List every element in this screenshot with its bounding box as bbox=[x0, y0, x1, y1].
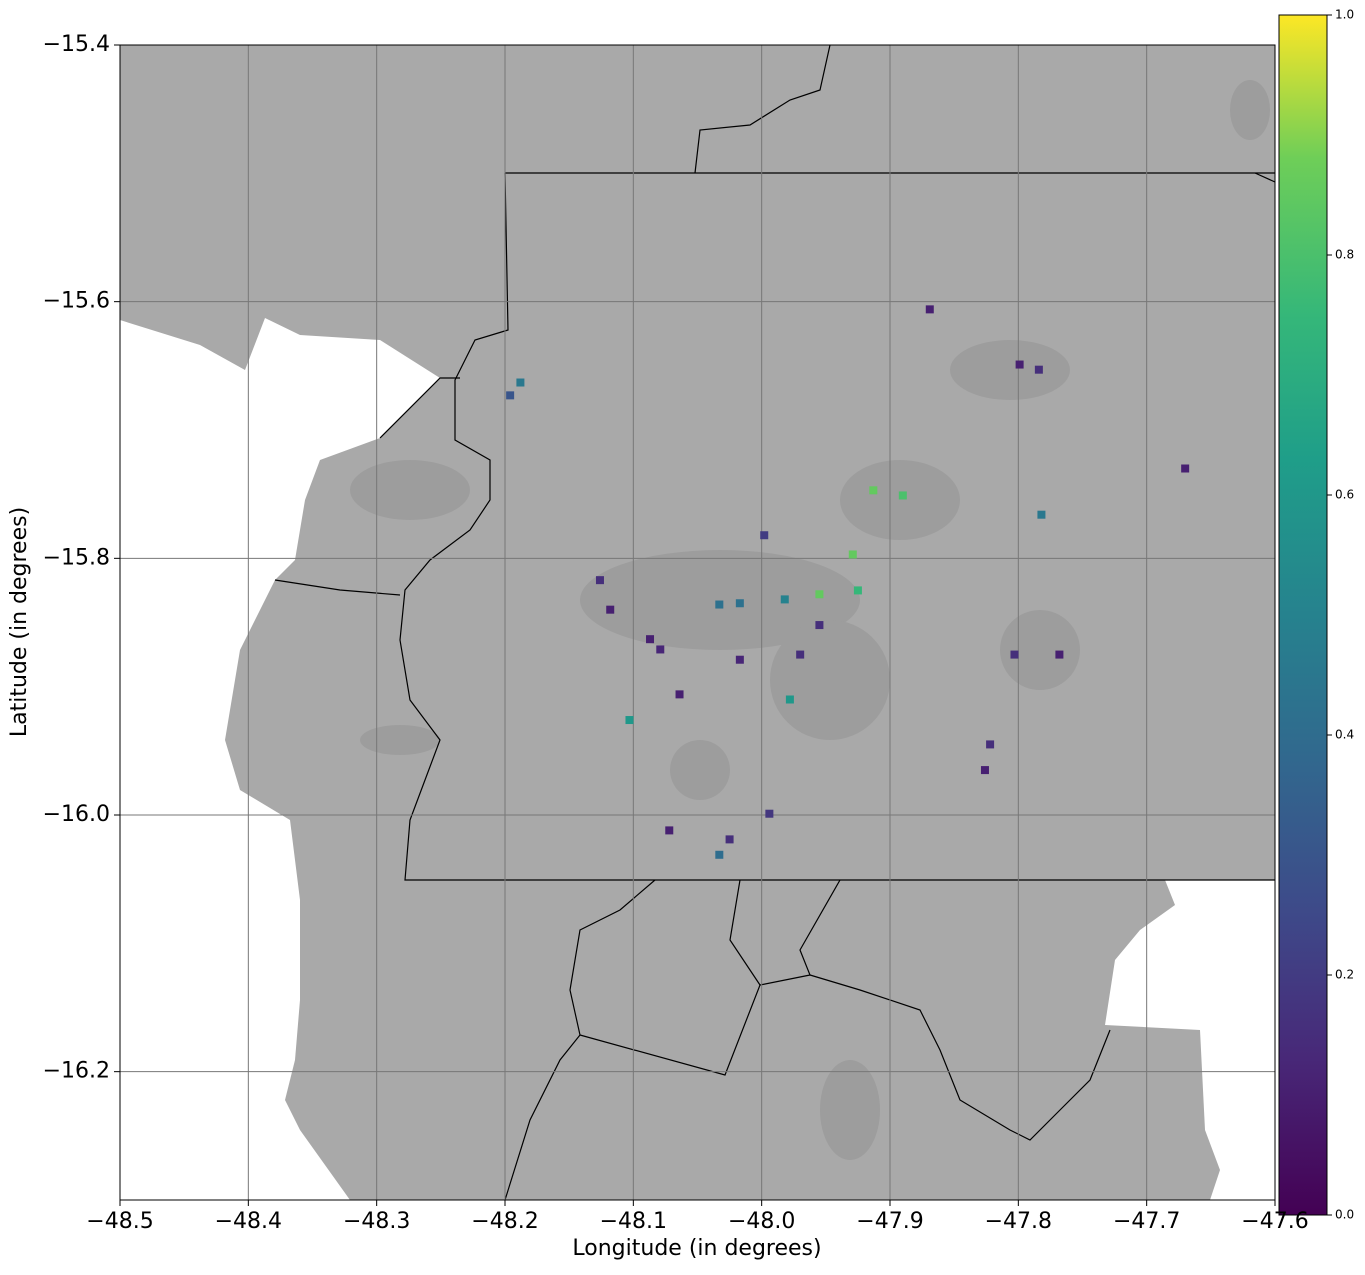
data-point bbox=[1055, 650, 1064, 659]
data-point bbox=[869, 486, 878, 495]
x-tick-label: −48.1 bbox=[600, 1209, 667, 1234]
x-tick-label: −48.2 bbox=[471, 1209, 538, 1234]
data-point bbox=[1034, 365, 1043, 374]
data-point bbox=[606, 605, 615, 614]
data-point bbox=[665, 826, 674, 835]
colorbar bbox=[1278, 14, 1328, 1216]
data-point bbox=[815, 621, 824, 630]
data-point bbox=[715, 600, 724, 609]
data-point bbox=[898, 491, 907, 500]
data-point bbox=[725, 835, 734, 844]
data-point bbox=[675, 690, 684, 699]
data-point bbox=[625, 716, 634, 725]
colorbar-tick-label: 0.6 bbox=[1335, 488, 1354, 502]
data-point bbox=[1010, 650, 1019, 659]
y-tick-label: −16.0 bbox=[43, 802, 110, 827]
data-point bbox=[506, 391, 515, 400]
data-point bbox=[848, 550, 857, 559]
outside-area bbox=[120, 318, 440, 1200]
y-tick-label: −15.6 bbox=[43, 289, 110, 314]
colorbar-tick-label: 0.0 bbox=[1335, 1208, 1354, 1222]
x-tick-label: −48.0 bbox=[728, 1209, 795, 1234]
data-point bbox=[656, 645, 665, 654]
x-tick-label: −48.4 bbox=[215, 1209, 282, 1234]
colorbar-tick-label: 0.2 bbox=[1335, 968, 1354, 982]
points bbox=[506, 305, 1190, 859]
x-tick-label: −48.3 bbox=[343, 1209, 410, 1234]
data-point bbox=[815, 590, 824, 599]
data-point bbox=[735, 599, 744, 608]
data-point bbox=[1015, 360, 1024, 369]
x-axis-label: Longitude (in degrees) bbox=[572, 1236, 821, 1261]
colorbar-tick-label: 1.0 bbox=[1335, 8, 1354, 22]
y-tick-label: −16.2 bbox=[43, 1059, 110, 1084]
data-point bbox=[925, 305, 934, 314]
data-point bbox=[595, 576, 604, 585]
data-point bbox=[980, 766, 989, 775]
outside-area bbox=[1105, 880, 1275, 1200]
x-tick-label: −47.7 bbox=[1113, 1209, 1180, 1234]
data-point bbox=[765, 809, 774, 818]
data-point bbox=[1037, 510, 1046, 519]
x-tick-label: −47.6 bbox=[1241, 1209, 1308, 1234]
y-tick-label: −15.4 bbox=[43, 32, 110, 57]
x-tick-label: −48.5 bbox=[86, 1209, 153, 1234]
x-tick-label: −47.9 bbox=[856, 1209, 923, 1234]
data-point bbox=[735, 655, 744, 664]
data-point bbox=[785, 695, 794, 704]
data-point bbox=[796, 650, 805, 659]
grid bbox=[120, 45, 1275, 1200]
data-point bbox=[516, 378, 525, 387]
data-point bbox=[986, 740, 995, 749]
data-point bbox=[760, 531, 769, 540]
data-point bbox=[780, 595, 789, 604]
data-point bbox=[1181, 464, 1190, 473]
data-point bbox=[853, 586, 862, 595]
data-point bbox=[646, 635, 655, 644]
data-point bbox=[715, 850, 724, 859]
x-tick-label: −47.8 bbox=[985, 1209, 1052, 1234]
colorbar-tick-label: 0.8 bbox=[1335, 248, 1354, 262]
y-axis-label: Latitude (in degrees) bbox=[7, 507, 32, 737]
urban-areas bbox=[350, 80, 1270, 1160]
colorbar-tick-label: 0.4 bbox=[1335, 728, 1354, 742]
basemap bbox=[120, 45, 1275, 1200]
plot-frame bbox=[119, 44, 1276, 1201]
y-tick-label: −15.8 bbox=[43, 545, 110, 570]
